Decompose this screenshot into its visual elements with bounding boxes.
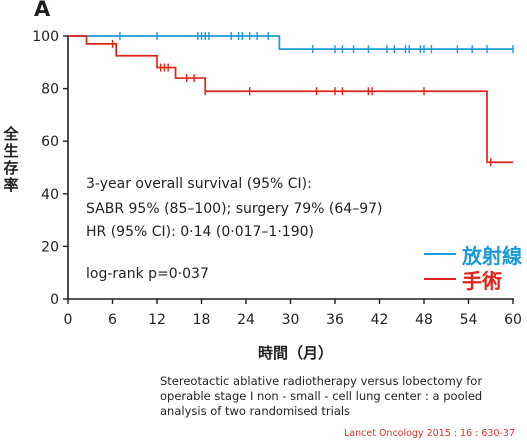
legend-swatch-surgery xyxy=(424,278,456,280)
x-tick-label: 54 xyxy=(460,312,478,328)
y-tick-label: 20 xyxy=(41,239,59,255)
x-tick-label: 12 xyxy=(148,312,166,328)
annotation-log-rank: log-rank p=0·037 xyxy=(86,266,209,282)
y-axis-label: 全生存率 xyxy=(3,125,19,194)
x-tick-label: 60 xyxy=(504,312,522,328)
panel-label: A xyxy=(34,0,51,21)
survival-curve-sabr xyxy=(68,35,513,50)
legend-label-surgery: 手術 xyxy=(462,268,502,293)
y-tick-label: 0 xyxy=(50,292,59,308)
legend-item-sabr: 放射線 xyxy=(424,243,522,268)
annotation-hazard-ratio: HR (95% CI): 0·14 (0·017–1·190) xyxy=(86,224,314,240)
annotation-survival-values: SABR 95% (85–100); surgery 79% (64–97) xyxy=(86,201,383,217)
legend-swatch-sabr xyxy=(424,253,456,255)
legend-item-surgery: 手術 xyxy=(424,268,502,293)
x-tick-label: 36 xyxy=(326,312,344,328)
y-tick-label: 40 xyxy=(41,187,59,203)
figure-caption: Stereotactic ablative radiotherapy versu… xyxy=(160,374,483,418)
x-tick-label: 6 xyxy=(108,312,117,328)
legend-label-sabr: 放射線 xyxy=(462,243,522,268)
x-tick-label: 30 xyxy=(282,312,300,328)
y-tick-label: 100 xyxy=(32,29,59,45)
x-tick-label: 0 xyxy=(64,312,73,328)
y-tick-label: 80 xyxy=(41,82,59,98)
source-citation: Lancet Oncology 2015 : 16 : 630-37 xyxy=(344,428,515,439)
x-tick-label: 18 xyxy=(193,312,211,328)
x-axis-label: 時間（月） xyxy=(258,344,334,362)
x-tick-label: 24 xyxy=(237,312,255,328)
annotation-survival-heading: 3-year overall survival (95% CI): xyxy=(86,176,312,192)
y-tick-label: 60 xyxy=(41,134,59,150)
x-tick-label: 48 xyxy=(415,312,433,328)
x-tick-label: 42 xyxy=(371,312,389,328)
survival-curve-surgery xyxy=(68,35,513,164)
